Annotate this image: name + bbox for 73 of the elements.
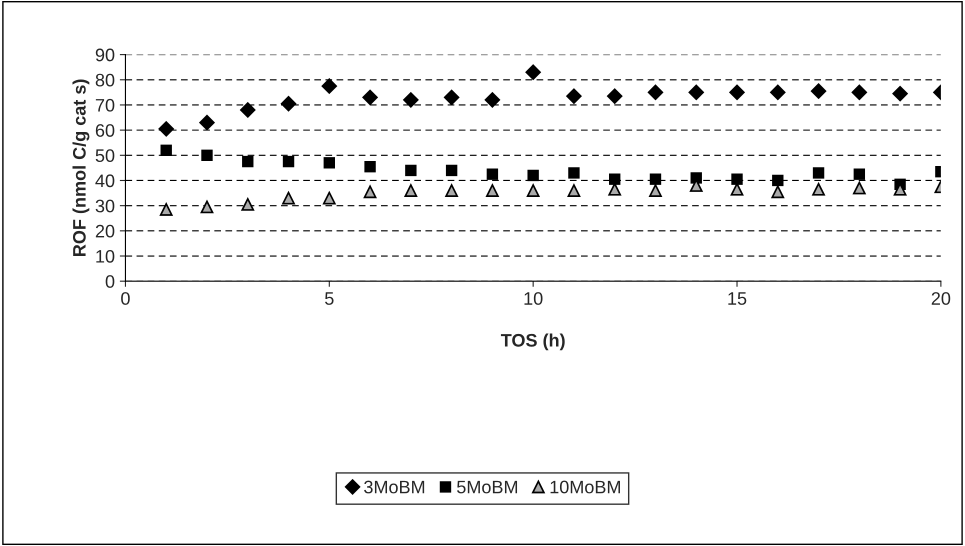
point [282, 156, 294, 168]
point [688, 84, 704, 100]
point [566, 88, 582, 104]
point [241, 198, 254, 211]
point [362, 90, 378, 106]
point [364, 160, 376, 172]
legend-label: 3MoBM [364, 480, 424, 494]
point [812, 182, 825, 196]
point [158, 121, 174, 137]
point [364, 185, 376, 198]
x-tick-label: 15 [728, 292, 746, 305]
point [403, 92, 419, 108]
x-tick-label: 5 [325, 292, 334, 305]
point [444, 90, 460, 106]
point [527, 170, 539, 182]
point [812, 167, 824, 179]
y-axis-title: ROF (nmol C/g cat s) [72, 80, 90, 256]
point [201, 150, 213, 162]
point [649, 184, 662, 197]
point [608, 182, 622, 196]
point [568, 167, 580, 179]
point [650, 174, 662, 185]
point [568, 184, 580, 197]
point [770, 84, 786, 100]
point [160, 203, 173, 216]
point [772, 174, 784, 186]
y-tick-label: 80 [96, 74, 114, 86]
y-tick-label: 60 [96, 124, 114, 137]
y-tick-label: 10 [96, 250, 114, 263]
legend-label: 10MoBM [550, 480, 620, 494]
point [199, 114, 215, 130]
point [445, 184, 458, 197]
point [486, 168, 498, 180]
point [200, 200, 214, 214]
point [606, 88, 622, 104]
point [810, 83, 826, 99]
point [854, 168, 866, 180]
point [526, 184, 540, 197]
point [852, 84, 868, 100]
point [729, 84, 745, 100]
y-tick-label: 30 [96, 200, 114, 212]
point [609, 174, 620, 185]
y-tick-label: 50 [96, 149, 114, 162]
point [405, 164, 417, 176]
y-tick-label: 90 [96, 48, 114, 62]
point [322, 78, 338, 94]
point [892, 86, 908, 102]
point [280, 96, 296, 112]
point [242, 156, 254, 168]
point [160, 144, 172, 156]
legend-label: 5MoBM [457, 480, 518, 494]
point [324, 157, 335, 169]
point [525, 64, 541, 80]
x-tick-label: 20 [932, 292, 950, 305]
y-tick-label: 40 [95, 174, 114, 188]
x-tick-label: 0 [121, 292, 130, 305]
y-tick-label: 20 [96, 224, 114, 238]
point [730, 182, 744, 196]
x-axis-title: TOS (h) [500, 333, 565, 350]
x-tick-label: 10 [524, 292, 542, 305]
y-tick-label: 70 [96, 98, 114, 112]
point [404, 184, 418, 197]
point [282, 192, 295, 204]
point [648, 84, 664, 100]
point [852, 182, 866, 194]
point [484, 92, 500, 108]
point [322, 192, 336, 204]
point [771, 185, 784, 198]
point [731, 174, 743, 185]
y-tick-label: 0 [106, 275, 114, 288]
point [486, 184, 499, 197]
point [240, 102, 256, 118]
point [446, 164, 458, 176]
